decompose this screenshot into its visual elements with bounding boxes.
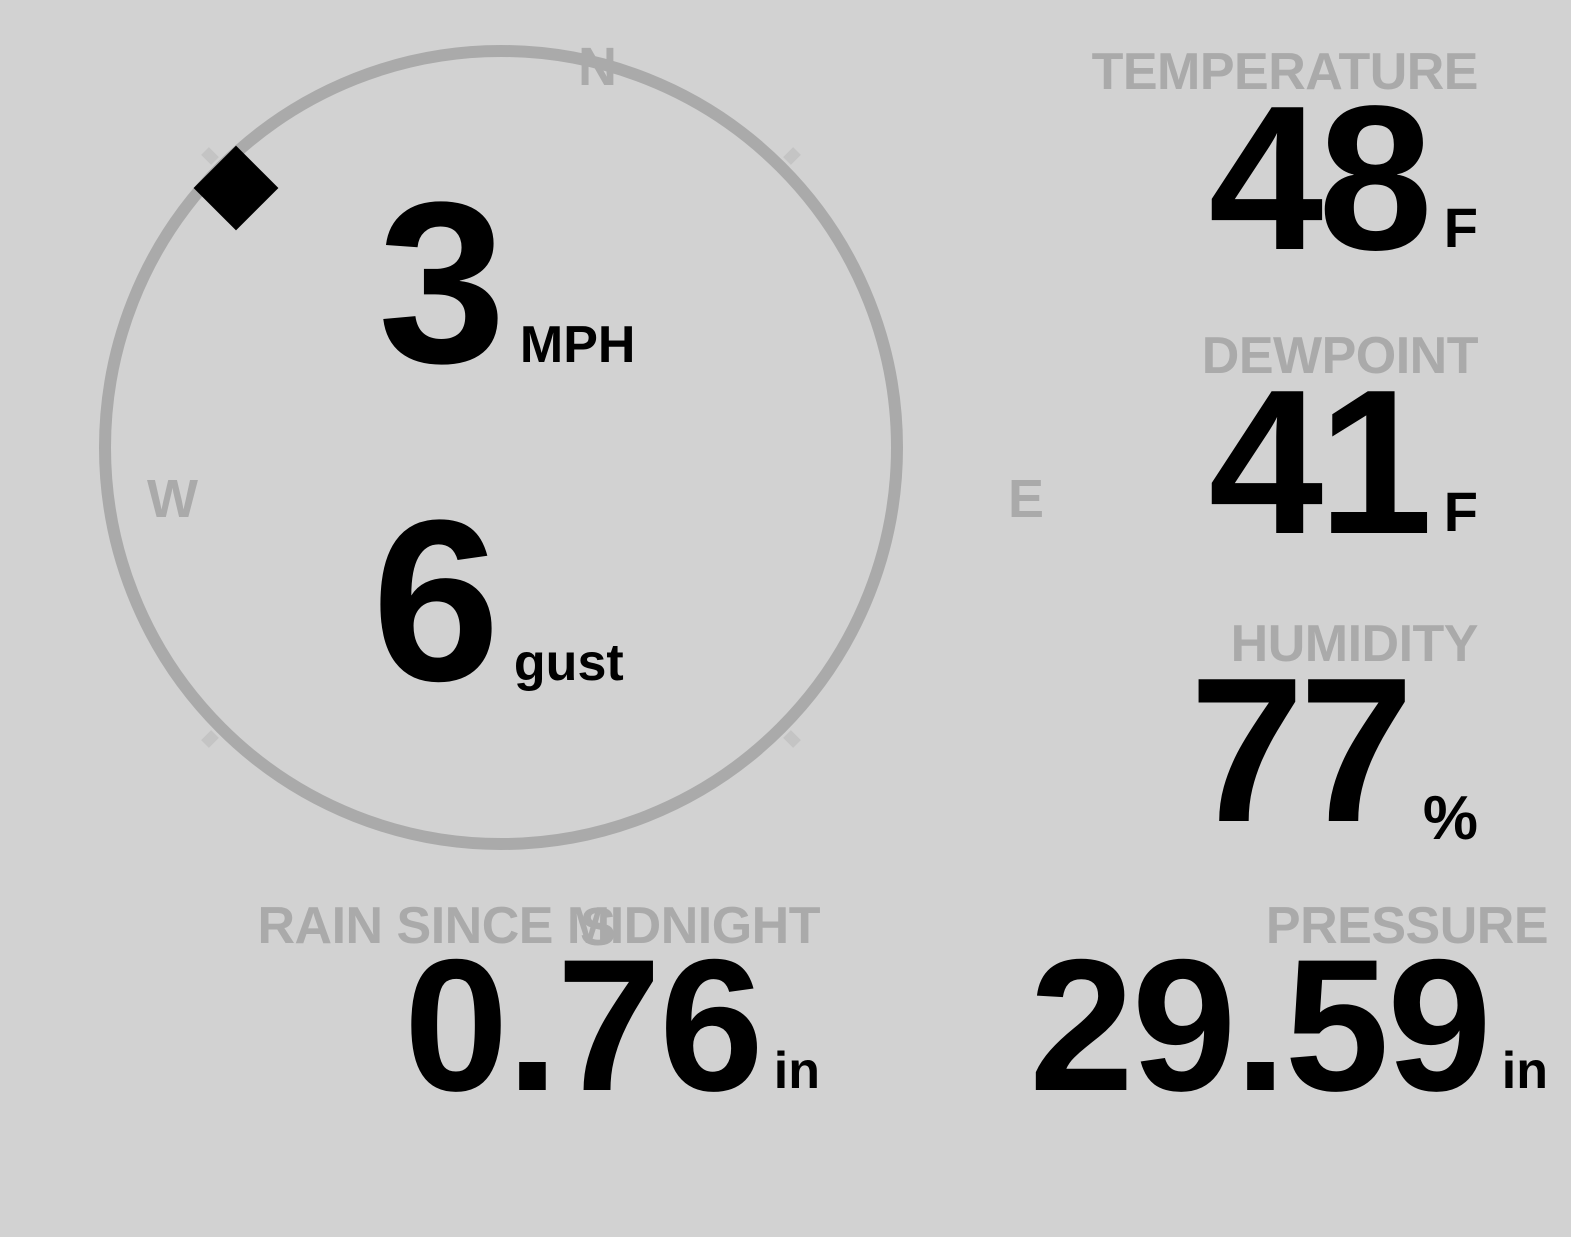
dewpoint-row: 41 F bbox=[1058, 347, 1478, 577]
wind-speed-unit: MPH bbox=[519, 316, 636, 374]
compass-label-north: N bbox=[578, 37, 617, 97]
humidity-unit: % bbox=[1422, 784, 1478, 853]
humidity-row: 77 % bbox=[1058, 635, 1478, 865]
temperature-metric: TEMPERATURE 48 F bbox=[1058, 43, 1479, 293]
rain-metric: RAIN SINCE MIDNIGHT 0.76 in bbox=[200, 897, 821, 1130]
rain-label: RAIN SINCE MIDNIGHT bbox=[257, 897, 821, 955]
humidity-metric: HUMIDITY 77 % bbox=[1058, 615, 1479, 865]
humidity-label: HUMIDITY bbox=[1230, 615, 1479, 673]
wind-compass-dial: N S W E bbox=[97, 37, 1044, 954]
wind-speed-value: 3 bbox=[378, 154, 506, 411]
temperature-row: 48 F bbox=[1058, 63, 1478, 293]
compass-label-south: S bbox=[580, 897, 617, 957]
compass-svg bbox=[99, 45, 903, 850]
rain-row: 0.76 in bbox=[200, 920, 820, 1130]
compass-tick-sw bbox=[201, 730, 219, 748]
dewpoint-label: DEWPOINT bbox=[1201, 327, 1479, 385]
humidity-value: 77 bbox=[1189, 635, 1414, 865]
pressure-unit: in bbox=[1501, 1042, 1548, 1100]
wind-speed-readout: 3 MPH bbox=[378, 154, 636, 411]
compass-label-east: E bbox=[1008, 469, 1045, 529]
compass-tick-ne bbox=[783, 147, 801, 165]
pressure-row: 29.59 in bbox=[880, 920, 1548, 1130]
compass-tick-marks bbox=[201, 147, 801, 748]
compass-ring bbox=[99, 45, 903, 850]
compass-tick-se bbox=[783, 730, 801, 748]
dewpoint-unit: F bbox=[1443, 480, 1478, 543]
temperature-value: 48 bbox=[1208, 63, 1433, 293]
wind-gust-unit: gust bbox=[513, 634, 624, 692]
wind-gust-readout: 6 gust bbox=[372, 472, 624, 729]
dewpoint-metric: DEWPOINT 41 F bbox=[1058, 327, 1479, 577]
pressure-label: PRESSURE bbox=[1265, 897, 1549, 955]
temperature-unit: F bbox=[1443, 196, 1478, 259]
dewpoint-value: 41 bbox=[1208, 347, 1433, 577]
pressure-value: 29.59 bbox=[1029, 920, 1491, 1130]
compass-tick-nw bbox=[201, 147, 219, 165]
pressure-metric: PRESSURE 29.59 in bbox=[880, 897, 1549, 1130]
rain-value: 0.76 bbox=[403, 920, 764, 1130]
temperature-label: TEMPERATURE bbox=[1091, 43, 1479, 101]
wind-gust-value: 6 bbox=[372, 472, 500, 729]
compass-label-west: W bbox=[147, 469, 198, 529]
rain-unit: in bbox=[773, 1042, 820, 1100]
